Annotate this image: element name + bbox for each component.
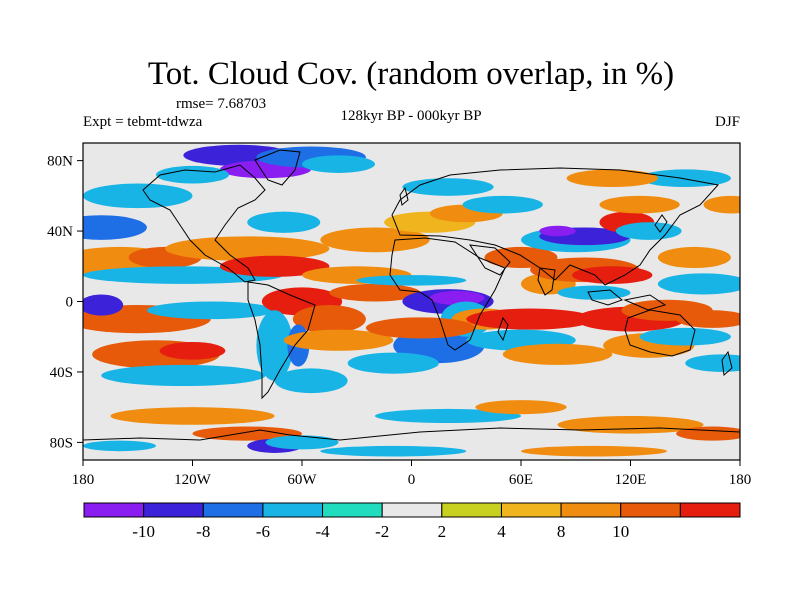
colorbar-swatch-3 <box>262 502 324 518</box>
colorbar: -10 -8 -6 -4 -2 2 4 8 10 <box>83 502 741 541</box>
period-label: 128kyr BP - 000kyr BP <box>340 108 481 124</box>
y-tick-label-3: 40S <box>50 365 73 381</box>
anomaly-patch-9 <box>83 183 193 209</box>
anomaly-patch-34 <box>365 317 476 339</box>
x-tick-label-4: 60E <box>509 472 533 488</box>
anomaly-patch-23 <box>302 155 375 173</box>
anomaly-patch-44 <box>502 343 613 365</box>
anomaly-patch-11 <box>165 236 330 261</box>
colorbar-label-5: 2 <box>438 522 447 541</box>
anomaly-patch-69 <box>83 440 156 452</box>
anomaly-patch-47 <box>539 225 576 237</box>
anomaly-patch-52 <box>599 195 680 214</box>
anomaly-patch-24 <box>156 165 229 184</box>
anomaly-patch-29 <box>429 290 485 306</box>
colorbar-swatch-1 <box>143 502 204 518</box>
anomaly-patch-71 <box>475 400 567 415</box>
colorbar-label-3: -4 <box>315 522 330 541</box>
y-tick-label-4: 80S <box>50 435 73 451</box>
anomaly-patch-4 <box>146 301 275 320</box>
colorbar-swatch-4 <box>322 502 383 518</box>
anomaly-patch-60 <box>676 310 740 328</box>
anomaly-patch-75 <box>320 445 467 457</box>
anomaly-field <box>83 144 740 457</box>
y-tick-label-1: 40N <box>47 224 73 240</box>
anomaly-patch-10 <box>83 215 147 240</box>
x-tick-label-5: 120E <box>615 472 647 488</box>
x-tick-label-2: 60W <box>287 472 317 488</box>
anomaly-patch-57 <box>639 327 731 346</box>
latitude-axis: 80N 40N 0 40S 80S <box>47 154 83 451</box>
colorbar-label-2: -6 <box>256 522 270 541</box>
colorbar-swatch-9 <box>620 502 681 518</box>
anomaly-patch-8 <box>101 364 266 387</box>
colorbar-swatch-7 <box>500 502 562 518</box>
colorbar-label-6: 4 <box>497 522 506 541</box>
anomaly-patch-19 <box>274 368 348 394</box>
anomaly-patch-62 <box>639 169 731 188</box>
anomaly-patch-58 <box>657 273 740 295</box>
colorbar-swatch-6 <box>441 502 502 518</box>
anomaly-patch-35 <box>347 352 439 374</box>
colorbar-swatch-10 <box>679 502 741 518</box>
anomaly-patch-7 <box>159 342 226 360</box>
colorbar-swatch-0 <box>83 502 145 518</box>
season-label: DJF <box>715 114 740 130</box>
y-tick-label-0: 80N <box>47 154 73 170</box>
figure-title: Tot. Cloud Cov. (random overlap, in %) <box>148 56 674 92</box>
colorbar-label-8: 10 <box>612 522 629 541</box>
x-tick-label-6: 180 <box>729 472 752 488</box>
colorbar-swatch-5 <box>381 502 443 518</box>
anomaly-patch-12 <box>219 255 330 277</box>
colorbar-label-1: -8 <box>196 522 210 541</box>
anomaly-patch-5 <box>83 294 124 316</box>
anomaly-patch-15 <box>292 305 366 334</box>
anomaly-patch-30 <box>356 275 467 286</box>
anomaly-patch-50 <box>557 285 631 300</box>
anomaly-patch-40 <box>484 246 558 269</box>
longitude-axis: 180 120W 60W 0 60E 120E 180 <box>72 460 752 488</box>
anomaly-patch-70 <box>375 408 521 424</box>
coastlines <box>83 149 740 441</box>
anomaly-patch-18 <box>283 329 394 351</box>
anomaly-patch-13 <box>247 211 321 233</box>
y-tick-label-2: 0 <box>66 295 74 311</box>
anomaly-patch-61 <box>685 354 740 372</box>
anomaly-patch-25 <box>320 227 430 253</box>
anomaly-patch-38 <box>462 195 543 214</box>
colorbar-label-7: 8 <box>557 522 566 541</box>
anomaly-patch-64 <box>703 195 740 214</box>
anomaly-patch-53 <box>615 222 682 240</box>
anomaly-patch-65 <box>110 407 275 425</box>
rmse-label: rmse= 7.68703 <box>176 96 266 112</box>
colorbar-swatch-2 <box>202 502 264 518</box>
colorbar-label-0: -10 <box>132 522 155 541</box>
anomaly-patch-39 <box>402 178 494 196</box>
x-tick-label-3: 0 <box>408 472 416 488</box>
anomaly-patch-68 <box>265 435 339 450</box>
x-tick-label-0: 180 <box>72 472 95 488</box>
experiment-label: Expt = tebmt-tdwza <box>83 114 203 130</box>
x-tick-label-1: 120W <box>174 472 212 488</box>
anomaly-patch-73 <box>676 426 740 441</box>
anomaly-patch-42 <box>466 308 594 330</box>
colorbar-swatch-8 <box>560 502 622 518</box>
anomaly-patch-27 <box>329 283 421 302</box>
anomaly-patch-59 <box>657 246 731 269</box>
anomaly-patch-63 <box>566 169 658 188</box>
map-plot-area <box>82 142 741 461</box>
colorbar-label-4: -2 <box>375 522 389 541</box>
anomaly-patch-74 <box>521 445 667 457</box>
